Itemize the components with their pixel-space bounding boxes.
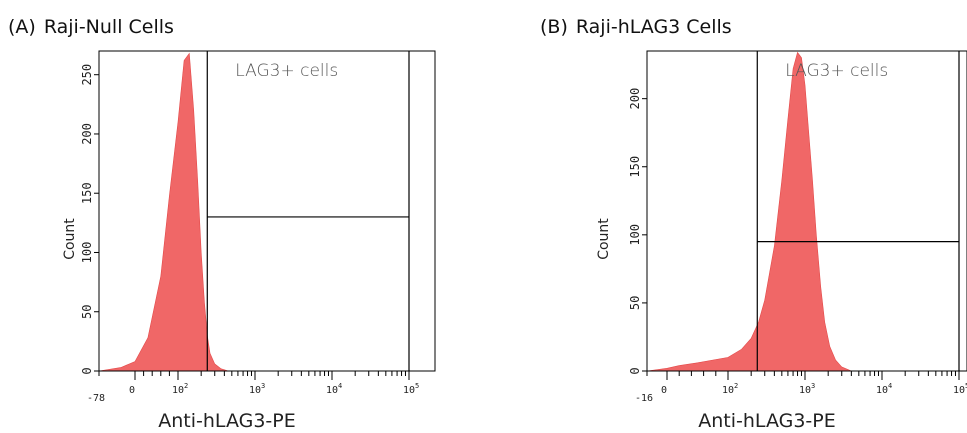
- panel-a-ytick-label: 0: [80, 367, 94, 374]
- panel-b-ytick-label: 100: [628, 224, 642, 246]
- panel-a-xtick-label: 104: [326, 382, 342, 396]
- panel-b-xlabel: Anti-hLAG3-PE: [698, 410, 835, 432]
- panel-a-ytick-label: 250: [80, 64, 94, 86]
- panel-a-xtick-label: 103: [249, 382, 265, 396]
- histogram-panel-a: (A) Raji-Null Cells LAG3+ cells 0 50 100 150 20…: [0, 0, 483, 433]
- panel-b-xtick-exp: 3: [811, 382, 815, 390]
- panel-a-xtick-label: 0: [129, 385, 135, 396]
- panel-b-xtick-base: 10: [876, 385, 888, 396]
- panel-a-xtick-base: 10: [403, 385, 415, 396]
- panel-b-xtick-base: 10: [799, 385, 811, 396]
- panel-b-name: Raji-hLAG3 Cells: [576, 16, 732, 38]
- panel-a-plot-frame: [98, 50, 436, 372]
- panel-a-xtick-label: 102: [172, 382, 188, 396]
- panel-a-xtick-base: 0: [129, 385, 135, 396]
- panel-b-histogram-area: [646, 51, 852, 372]
- panel-b-ytick-label: 200: [628, 88, 642, 110]
- panel-a-ytick-label: 100: [80, 242, 94, 264]
- panel-b-xtick-exp: 2: [734, 382, 738, 390]
- histogram-panel-b: (B) Raji-hLAG3 Cells LAG3+ cells 0 50 100 150 2…: [484, 0, 967, 433]
- panel-b-xtick-label: 103: [799, 382, 815, 396]
- panel-a-histogram-area: [98, 52, 229, 372]
- panel-a-title: (A) Raji-Null Cells: [8, 16, 174, 38]
- panel-b-ytick-label: 150: [628, 156, 642, 178]
- panel-a-gate-label: LAG3+ cells: [235, 61, 338, 81]
- panel-a-xtick-exp: 5: [415, 382, 419, 390]
- panel-a-xtick-exp: 4: [338, 382, 342, 390]
- panel-b-xtick-base: 10: [953, 385, 965, 396]
- panel-a-xtick-base: 10: [172, 385, 184, 396]
- panel-a-xtick-label: 105: [403, 382, 419, 396]
- panel-a-letter: (A): [8, 16, 36, 38]
- panel-a-name: Raji-Null Cells: [44, 16, 174, 38]
- panel-a-xlabel: Anti-hLAG3-PE: [158, 410, 295, 432]
- panel-a-ytick-label: 50: [80, 305, 94, 319]
- panel-b-xtick-label: 105: [953, 382, 967, 396]
- panel-b-title: (B) Raji-hLAG3 Cells: [540, 16, 732, 38]
- panel-b-ytick-label: 50: [628, 296, 642, 310]
- panel-a-ylabel: Count: [62, 218, 78, 260]
- panel-b-xtick-label: 0: [661, 385, 667, 396]
- panel-b-ytick-label: 0: [628, 367, 642, 374]
- panel-b-ylabel: Count: [596, 218, 612, 260]
- panel-b-xtick-label: 102: [722, 382, 738, 396]
- panel-a-xtick-exp: 2: [184, 382, 188, 390]
- panel-b-plot-frame: [646, 50, 967, 372]
- panel-b-gate-label: LAG3+ cells: [785, 61, 888, 81]
- panel-a-xtick-exp: 3: [261, 382, 265, 390]
- panel-b-letter: (B): [540, 16, 568, 38]
- panel-b-xtick-exp: 4: [888, 382, 892, 390]
- panel-b-xtick-base: 0: [661, 385, 667, 396]
- panel-a-ytick-label: 200: [80, 123, 94, 145]
- panel-a-xtick-base: 10: [249, 385, 261, 396]
- panel-a-xtick-base: 10: [326, 385, 338, 396]
- panel-a-ytick-label: 150: [80, 182, 94, 204]
- panel-b-xtick-base: 10: [722, 385, 734, 396]
- panel-a-xmin-label: -78: [87, 393, 105, 404]
- panel-b-xmin-label: -16: [635, 393, 653, 404]
- panel-b-xtick-label: 104: [876, 382, 892, 396]
- panel-b-xtick-exp: 5: [965, 382, 967, 390]
